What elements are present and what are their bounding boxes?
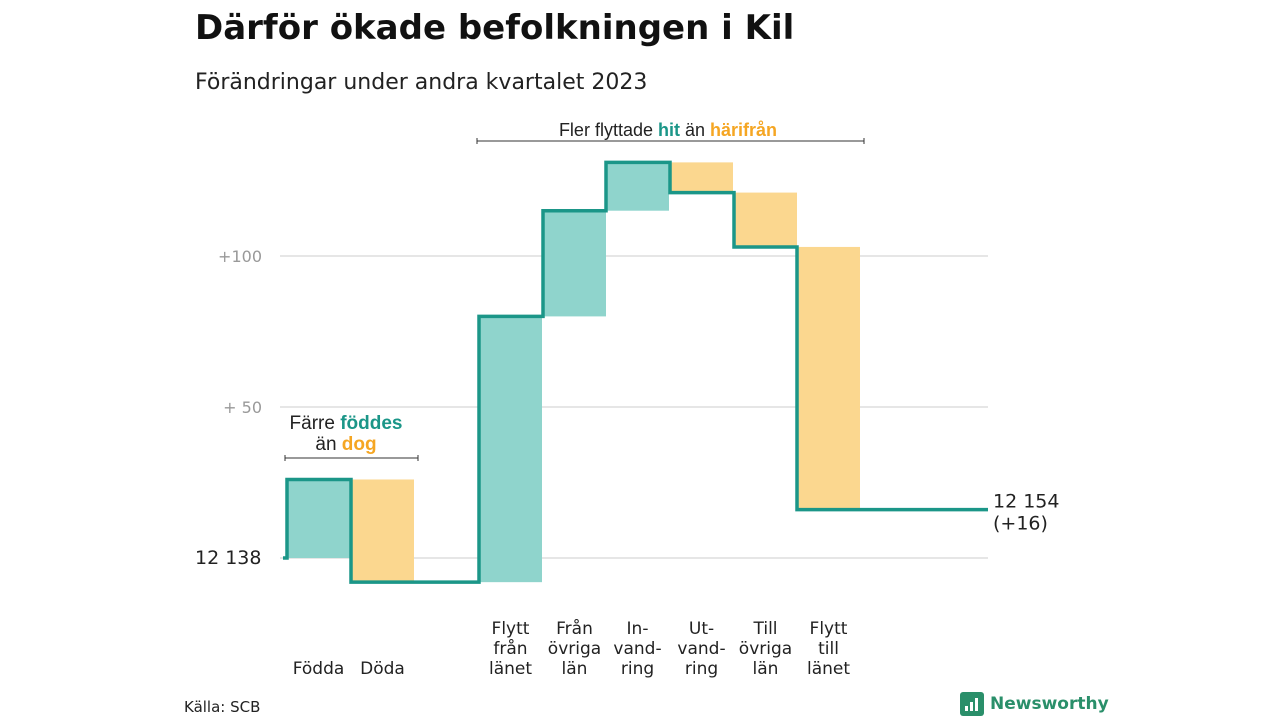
category-label: Födda bbox=[293, 659, 345, 679]
category-label: län bbox=[562, 659, 588, 679]
end-change-label: (+16) bbox=[993, 513, 1048, 535]
cumulative-line bbox=[283, 160, 988, 584]
chart-subtitle: Förändringar under andra kvartalet 2023 bbox=[195, 70, 648, 95]
category-label: ring bbox=[685, 659, 718, 679]
waterfall-bar bbox=[734, 192, 797, 247]
category-label: från bbox=[493, 638, 527, 659]
waterfall-bar bbox=[797, 246, 860, 510]
annotation-text: Färre föddes bbox=[290, 413, 403, 434]
category-label: Från bbox=[556, 618, 593, 639]
y-tick-label: +100 bbox=[218, 247, 262, 266]
annotation-text: Fler flyttade hit än härifrån bbox=[559, 120, 777, 140]
y-tick-label: + 50 bbox=[223, 398, 262, 417]
waterfall-bar bbox=[479, 316, 542, 583]
brand-name: Newsworthy bbox=[990, 694, 1109, 714]
category-label: vand- bbox=[613, 639, 661, 659]
category-label: Ut- bbox=[689, 619, 714, 639]
annotation-text: än dog bbox=[315, 434, 376, 455]
waterfall-bar bbox=[670, 162, 733, 193]
category-label: vand- bbox=[677, 639, 725, 659]
category-label: till bbox=[818, 639, 839, 659]
category-label: ring bbox=[621, 659, 654, 679]
source-label: Källa: SCB bbox=[184, 698, 261, 716]
start-value-label: 12 138 bbox=[195, 547, 261, 569]
category-label: Till bbox=[752, 619, 777, 639]
category-label: länet bbox=[489, 659, 532, 679]
category-label: In- bbox=[627, 619, 649, 639]
waterfall-bar bbox=[543, 210, 606, 317]
category-label: övriga bbox=[739, 639, 792, 659]
waterfall-bar bbox=[351, 479, 414, 583]
category-label: Flytt bbox=[810, 619, 848, 639]
category-label: Flytt bbox=[492, 619, 530, 639]
category-label: län bbox=[753, 659, 779, 679]
waterfall-bar bbox=[287, 479, 350, 558]
brand-logo: Newsworthy bbox=[960, 692, 1109, 716]
category-label: Döda bbox=[360, 659, 405, 679]
waterfall-bar bbox=[606, 162, 669, 211]
category-label: länet bbox=[807, 659, 850, 679]
category-label: övriga bbox=[548, 639, 601, 659]
end-value-label: 12 154 bbox=[993, 491, 1059, 513]
bar-chart-icon bbox=[960, 692, 984, 716]
chart-title: Därför ökade befolkningen i Kil bbox=[195, 8, 795, 48]
